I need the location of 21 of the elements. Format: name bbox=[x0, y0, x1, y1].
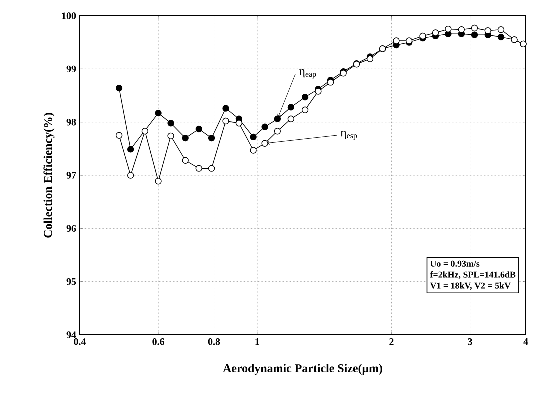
y-tick-label: 100 bbox=[62, 12, 76, 20]
annotation: Uo = 0.93m/s bbox=[430, 260, 480, 267]
y-tick-label: 95 bbox=[66, 278, 76, 286]
x-axis-title: Aerodynamic Particle Size(μm) bbox=[223, 364, 382, 375]
x-tick-label: 1 bbox=[256, 338, 260, 346]
y-tick-label: 99 bbox=[66, 66, 76, 73]
annotation: V1 = 18kV, V2 = 5kV bbox=[430, 282, 511, 290]
y-tick-label: 98 bbox=[66, 118, 76, 126]
y-axis-title: Collection Efficiency(%) bbox=[44, 113, 55, 238]
x-tick-label: 3 bbox=[468, 338, 472, 346]
x-tick-label: 4 bbox=[524, 338, 528, 346]
x-tick-label: 2 bbox=[390, 338, 394, 346]
x-tick-label: 0.6 bbox=[152, 338, 164, 346]
annotation: η$_{esp}$ bbox=[340, 130, 358, 140]
y-tick-label: 96 bbox=[66, 225, 76, 232]
x-tick-label: 0.8 bbox=[208, 338, 220, 346]
annotation: f=2kHz, SPL=141.6dB bbox=[430, 271, 516, 280]
annotation: η$_{eap}$ bbox=[299, 70, 316, 79]
x-tick-label: 0.4 bbox=[74, 338, 86, 346]
y-tick-label: 97 bbox=[66, 172, 76, 179]
y-tick-label: 94 bbox=[66, 332, 76, 338]
